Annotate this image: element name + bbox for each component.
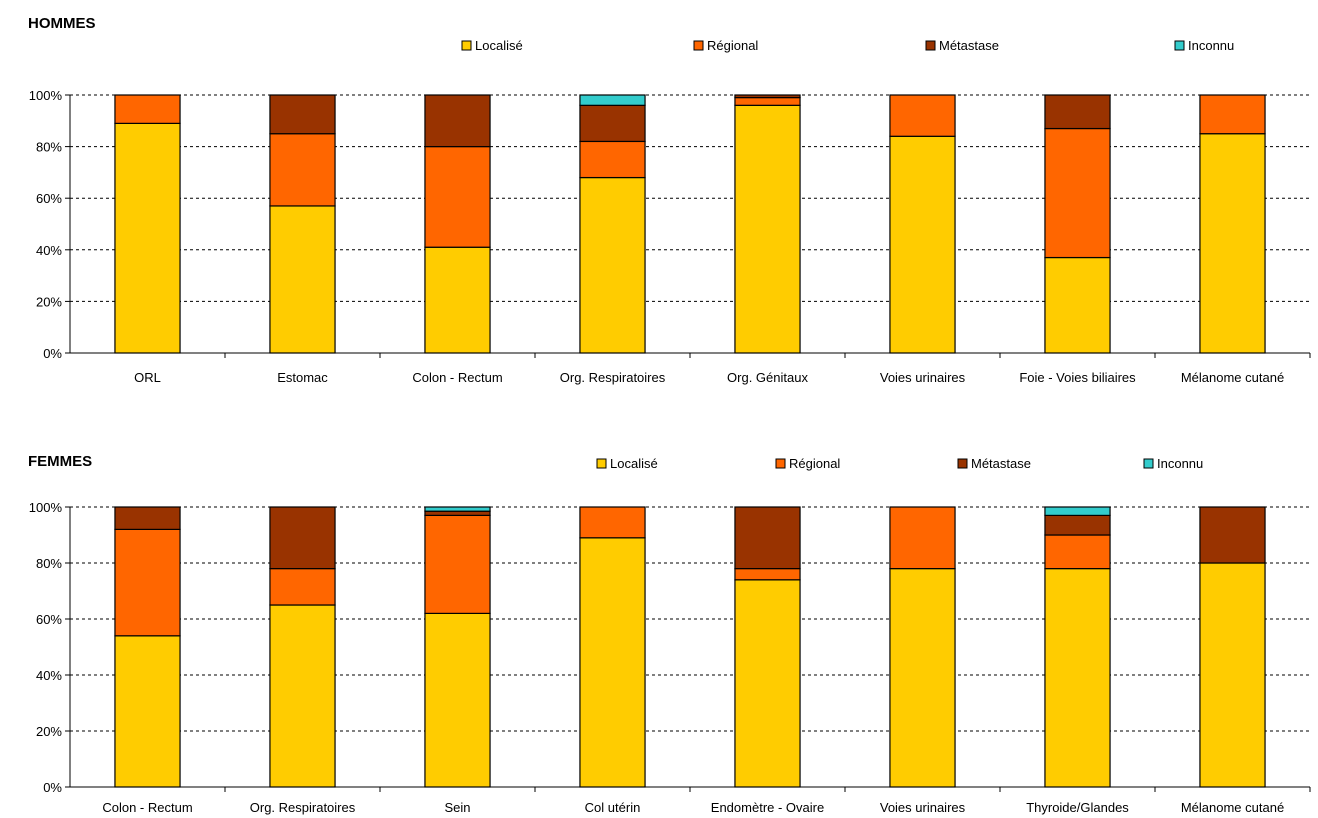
hommes-bar-0-localise (114, 122, 181, 354)
femmes-bar-5-regional (889, 506, 956, 570)
hommes-bar-7-regional (1199, 94, 1266, 135)
hommes-bar-0-regional (114, 94, 181, 124)
hommes-bar-2-regional (424, 146, 491, 248)
hommes-bar-1-metastase (269, 94, 336, 135)
femmes-category-label-3: Col utérin (585, 800, 641, 815)
femmes-legend-swatch-1 (775, 458, 786, 469)
femmes-bar-1-metastase (269, 506, 336, 570)
femmes-bar-2-inconnu (424, 506, 491, 512)
femmes-legend-label-3: Inconnu (1157, 456, 1203, 471)
hommes-bar-3-metastase (579, 104, 646, 143)
femmes-category-label-0: Colon - Rectum (102, 800, 192, 815)
hommes-bar-7-localise (1199, 133, 1266, 354)
femmes-bar-3-regional (579, 506, 646, 539)
hommes-category-label-4: Org. Génitaux (727, 370, 808, 385)
femmes-category-label-1: Org. Respiratoires (250, 800, 356, 815)
femmes-bar-0-metastase (114, 506, 181, 530)
femmes-ytick-label-0: 0% (43, 780, 62, 795)
femmes-bar-6-localise (1044, 567, 1111, 788)
femmes-bar-1-regional (269, 567, 336, 606)
hommes-bar-1-regional (269, 133, 336, 207)
hommes-category-label-5: Voies urinaires (880, 370, 966, 385)
femmes-bar-6-inconnu (1044, 506, 1111, 516)
hommes-legend-swatch-1 (693, 40, 704, 51)
hommes-category-label-7: Mélanome cutané (1181, 370, 1284, 385)
hommes-bar-4-metastase (734, 94, 801, 99)
hommes-title: HOMMES (28, 15, 96, 32)
hommes-legend-label-3: Inconnu (1188, 38, 1234, 53)
femmes-ytick-label-5: 100% (29, 500, 63, 515)
femmes-bar-0-localise (114, 635, 181, 788)
hommes-bar-1-localise (269, 205, 336, 354)
femmes-legend-label-2: Métastase (971, 456, 1031, 471)
hommes-bar-6-metastase (1044, 94, 1111, 130)
femmes-bar-1-localise (269, 604, 336, 788)
hommes-legend-swatch-0 (461, 40, 472, 51)
hommes-bar-2-localise (424, 246, 491, 354)
hommes-legend-label-1: Régional (707, 38, 758, 53)
hommes-bar-2-metastase (424, 94, 491, 148)
hommes-category-label-1: Estomac (277, 370, 328, 385)
hommes-bar-4-localise (734, 104, 801, 354)
femmes-bar-5-localise (889, 567, 956, 788)
hommes-bar-4-regional (734, 96, 801, 106)
hommes-ytick-label-4: 80% (36, 140, 62, 155)
hommes-legend-swatch-2 (925, 40, 936, 51)
hommes-bar-3-localise (579, 176, 646, 354)
hommes-ytick-label-0: 0% (43, 346, 62, 361)
hommes-bar-5-localise (889, 135, 956, 354)
hommes-legend-swatch-3 (1174, 40, 1185, 51)
femmes-bar-7-metastase (1199, 506, 1266, 564)
femmes-bar-6-metastase (1044, 514, 1111, 536)
femmes-ytick-label-2: 40% (36, 668, 62, 683)
femmes-category-label-6: Thyroide/Glandes (1026, 800, 1129, 815)
femmes-chart: FEMMES Localisé Régional Métastase Inconnu 0%… (28, 453, 1311, 815)
femmes-bar-3-localise (579, 537, 646, 788)
femmes-ytick-label-3: 60% (36, 612, 62, 627)
femmes-bar-2-regional (424, 514, 491, 615)
hommes-bar-3-inconnu (579, 94, 646, 106)
femmes-title: FEMMES (28, 453, 92, 470)
femmes-category-label-5: Voies urinaires (880, 800, 966, 815)
hommes-bar-6-localise (1044, 256, 1111, 354)
femmes-bar-6-regional (1044, 534, 1111, 570)
femmes-bar-4-metastase (734, 506, 801, 570)
femmes-legend-label-0: Localisé (610, 456, 658, 471)
femmes-category-label-7: Mélanome cutané (1181, 800, 1284, 815)
hommes-chart: HOMMES Localisé Régional Métastase Inconnu 0%… (28, 15, 1311, 385)
hommes-ytick-label-2: 40% (36, 243, 62, 258)
hommes-ytick-label-1: 20% (36, 294, 62, 309)
femmes-legend-swatch-2 (957, 458, 968, 469)
hommes-category-label-3: Org. Respiratoires (560, 370, 666, 385)
hommes-legend-label-2: Métastase (939, 38, 999, 53)
femmes-bar-4-regional (734, 567, 801, 581)
femmes-legend-label-1: Régional (789, 456, 840, 471)
hommes-category-label-2: Colon - Rectum (412, 370, 502, 385)
femmes-bar-7-localise (1199, 562, 1266, 788)
hommes-category-label-0: ORL (134, 370, 161, 385)
hommes-ytick-label-5: 100% (29, 88, 63, 103)
femmes-category-label-4: Endomètre - Ovaire (711, 800, 824, 815)
femmes-legend-swatch-3 (1143, 458, 1154, 469)
femmes-ytick-label-4: 80% (36, 556, 62, 571)
femmes-bar-2-metastase (424, 510, 491, 517)
hommes-ytick-label-3: 60% (36, 191, 62, 206)
femmes-bar-4-localise (734, 579, 801, 788)
femmes-bar-2-localise (424, 612, 491, 788)
hommes-category-label-6: Foie - Voies biliaires (1019, 370, 1136, 385)
hommes-legend-label-0: Localisé (475, 38, 523, 53)
hommes-bar-6-regional (1044, 127, 1111, 259)
femmes-category-label-2: Sein (444, 800, 470, 815)
femmes-bar-0-regional (114, 528, 181, 637)
hommes-bar-3-regional (579, 140, 646, 179)
femmes-ytick-label-1: 20% (36, 724, 62, 739)
femmes-legend-swatch-0 (596, 458, 607, 469)
hommes-bar-5-regional (889, 94, 956, 137)
